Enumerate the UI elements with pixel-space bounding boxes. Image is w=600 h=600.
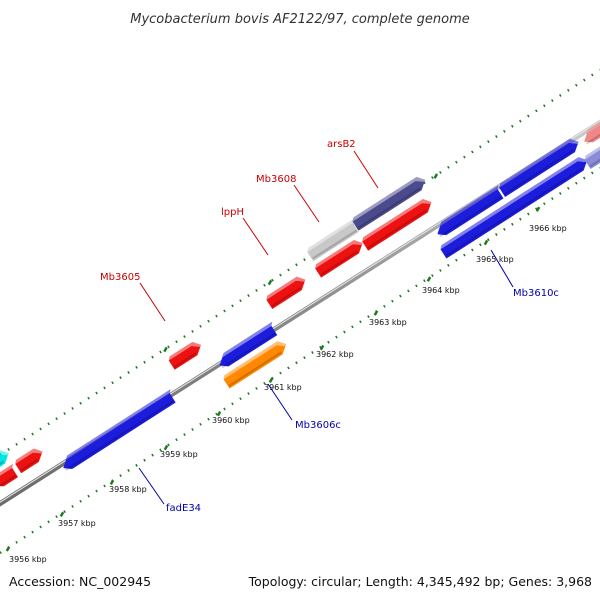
- kbp-label: 3965 kbp: [476, 255, 514, 264]
- gene-feature: [584, 117, 600, 145]
- kbp-label: 3963 kbp: [369, 318, 407, 327]
- gene-feature: [266, 276, 306, 309]
- gene-feature: [440, 157, 588, 259]
- lower-tick-track: [0, 166, 600, 555]
- gene-feature: [168, 341, 202, 370]
- gene-label-lpph: lppH: [221, 207, 244, 218]
- accession-text: Accession: NC_002945: [9, 574, 152, 589]
- kbp-label: 3958 kbp: [109, 485, 147, 494]
- map-title: Mycobacterium bovis AF2122/97, complete …: [130, 12, 469, 27]
- gene-label-mb3606c: Mb3606c: [295, 420, 341, 431]
- gene-label-mb3608: Mb3608: [256, 174, 296, 185]
- gene-feature: [0, 463, 19, 489]
- major-ticks: [5, 173, 541, 552]
- gene-feature: [15, 448, 43, 474]
- gene-feature: [362, 198, 432, 251]
- kbp-label: 3956 kbp: [9, 555, 47, 564]
- gene-feature: [223, 341, 287, 389]
- gene-feature: [352, 176, 426, 231]
- gene-features: [0, 117, 600, 489]
- kbp-label: 3957 kbp: [58, 519, 96, 528]
- gene-label-mb3605: Mb3605: [100, 272, 140, 283]
- gene-feature: [0, 450, 9, 468]
- gene-label-fade34: fadE34: [166, 503, 201, 514]
- gene-label-arsb2: arsB2: [327, 139, 356, 150]
- kbp-label: 3964 kbp: [422, 286, 460, 295]
- gene-feature: [584, 144, 600, 170]
- kbp-label: 3960 kbp: [212, 416, 250, 425]
- kbp-label: 3961 kbp: [264, 383, 302, 392]
- kbp-label: 3962 kbp: [316, 350, 354, 359]
- gene-feature: [307, 218, 359, 262]
- topology-text: Topology: circular; Length: 4,345,492 bp…: [248, 574, 592, 589]
- label-leaders: [138, 150, 514, 505]
- gene-feature: [219, 321, 278, 369]
- kbp-label: 3966 kbp: [529, 224, 567, 233]
- gene-feature: [63, 389, 176, 471]
- gene-feature: [499, 138, 579, 197]
- gene-label-mb3610c: Mb3610c: [513, 288, 559, 299]
- gene-feature: [437, 184, 504, 238]
- kbp-label: 3959 kbp: [160, 450, 198, 459]
- gene-feature: [315, 239, 363, 278]
